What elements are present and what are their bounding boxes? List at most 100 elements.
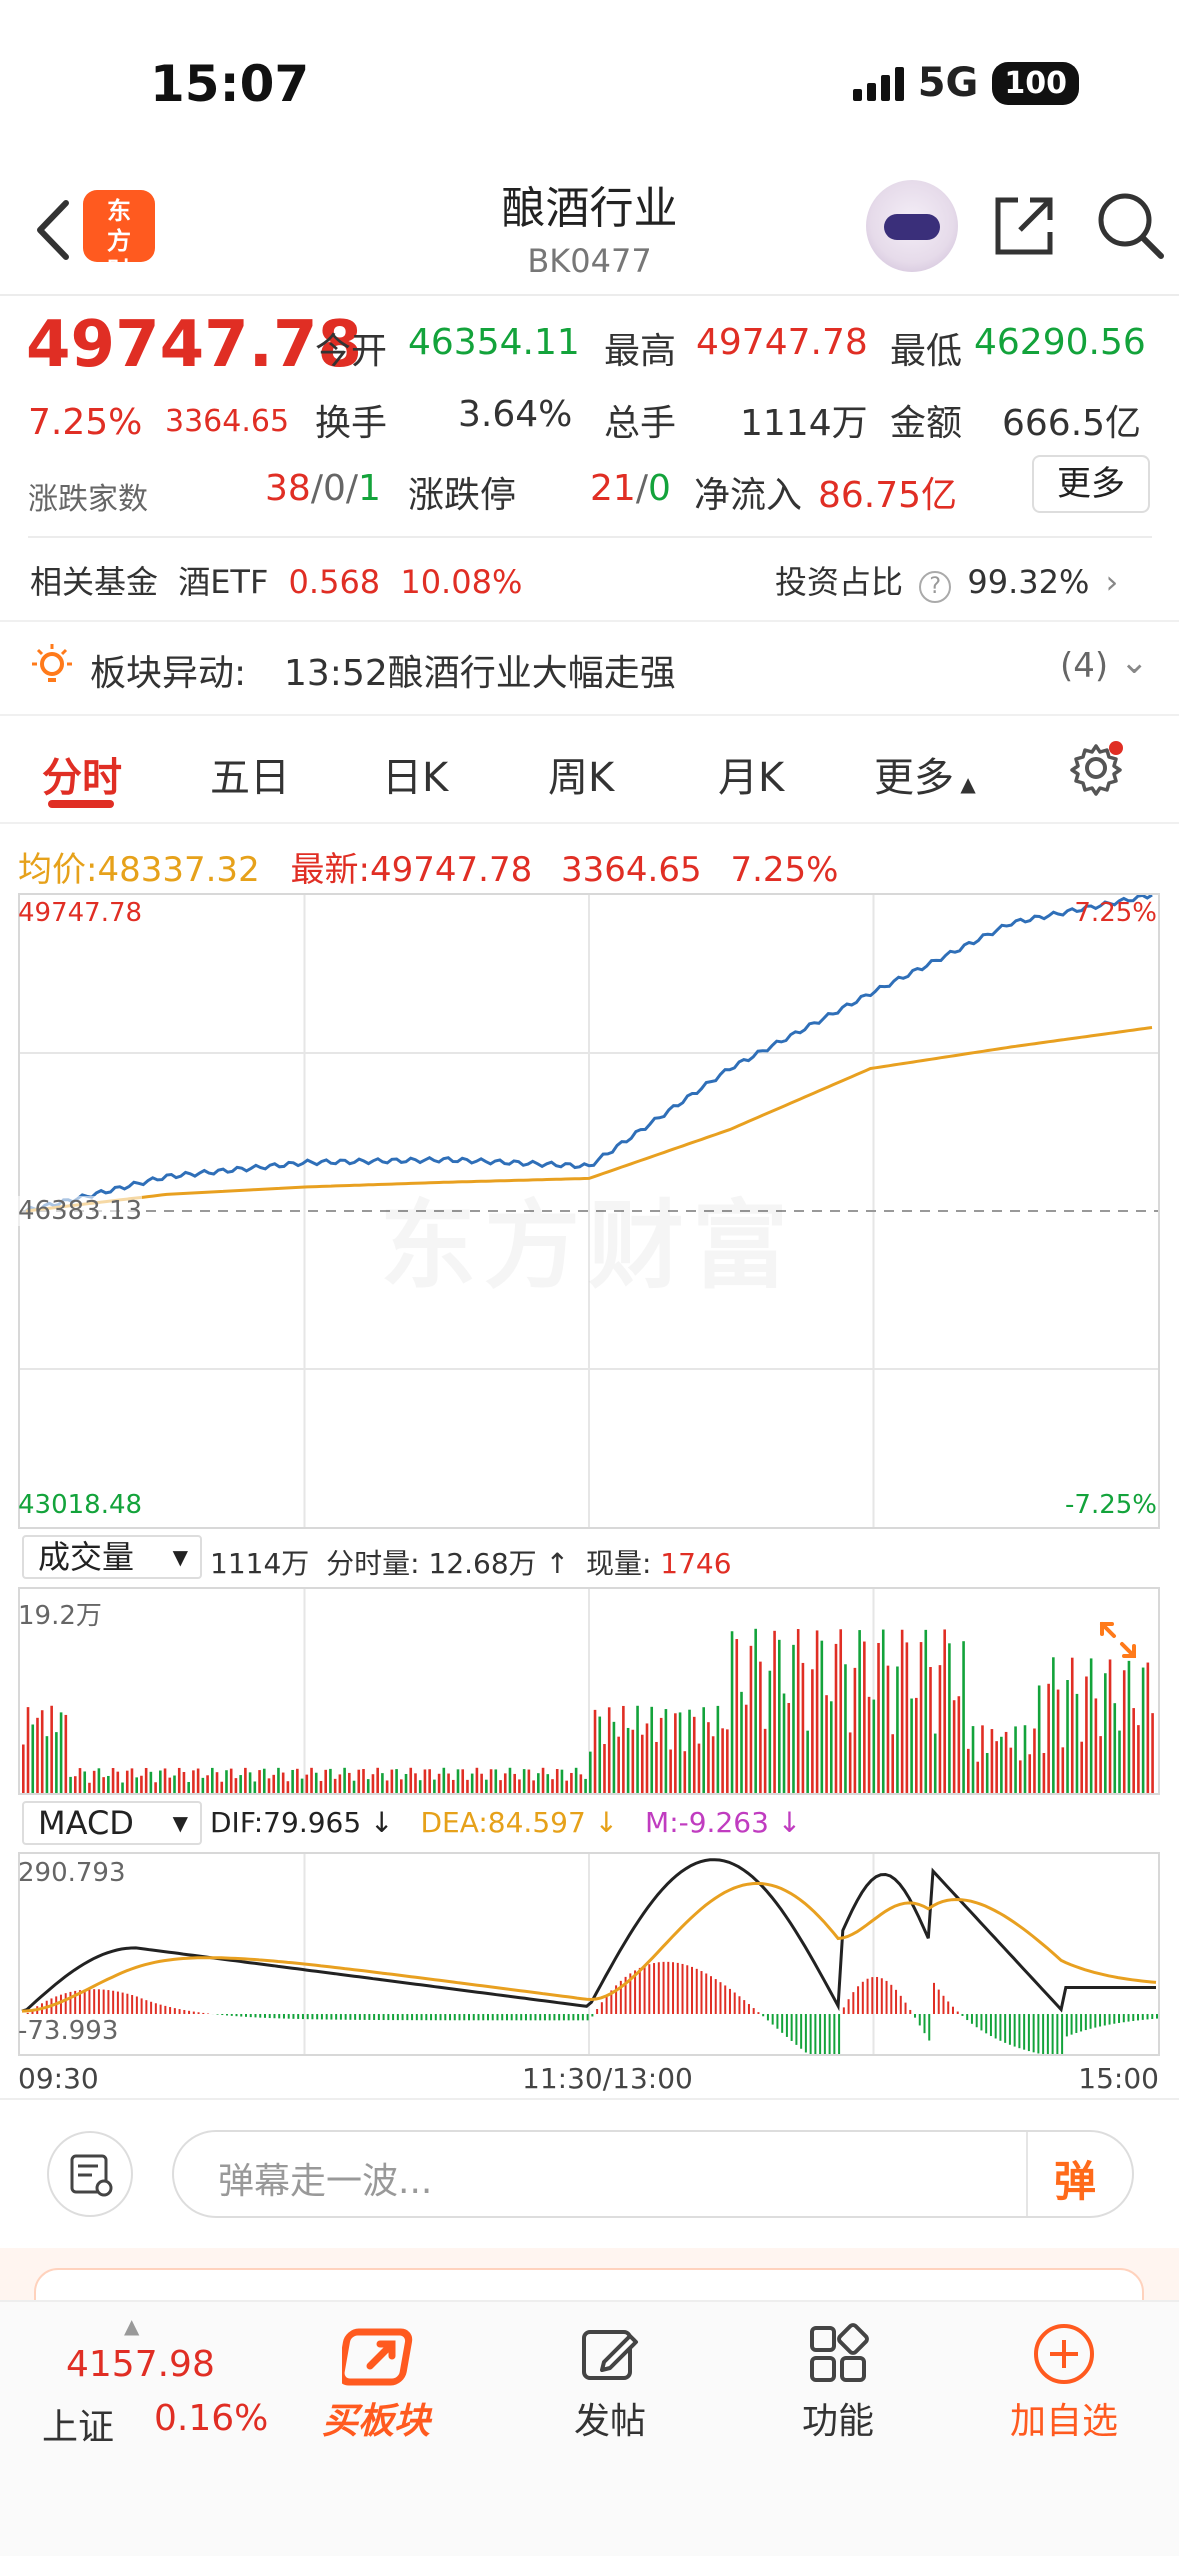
volume-bar [971,1726,975,1793]
macd-bar [387,2014,390,2021]
volume-bar [371,1774,375,1793]
functions-label[interactable]: 功能 [802,2401,875,2442]
volume-bar [801,1662,805,1793]
macd-bar [131,1995,134,2014]
macd-bar [709,1976,712,2014]
macd-bar [956,2011,959,2014]
macd-bar [159,2004,162,2014]
back-icon[interactable] [30,195,90,265]
volume-bar [73,1776,77,1793]
volume-summary: 1114万 分时量: 12.68万 ↑ 现量: 1746 [210,1547,732,1580]
updown-label: 涨跌家数 [28,482,148,517]
macd-chart[interactable] [20,1854,1158,2054]
up-arrow-icon[interactable]: ▲ [124,2314,140,2338]
macd-bar [510,2014,513,2021]
volume-bar [574,1767,578,1793]
indicator-selector-macd[interactable]: MACD ▼ [22,1801,202,1845]
functions-grid-icon[interactable] [806,2322,870,2386]
post-edit-icon[interactable] [578,2322,642,2386]
add-watchlist-label[interactable]: 加自选 [1010,2401,1119,2442]
macd-bar [738,1996,741,2014]
tab-monthly-k[interactable]: 月K [718,755,785,801]
macd-bar [102,1989,105,2014]
macd-bar [297,2014,300,2019]
macd-bar [543,2014,546,2021]
assistant-robot-icon[interactable] [866,180,958,272]
macd-bar [468,2014,471,2021]
macd-bar [524,2014,527,2021]
macd-bar [572,2014,575,2021]
buy-sector-icon[interactable] [342,2322,422,2388]
volume-bar [272,1774,276,1793]
volume-bar [130,1768,134,1793]
volume-bar [792,1644,795,1793]
index-pct[interactable]: 0.16% [154,2398,269,2439]
macd-bar [64,1993,67,2014]
volume-bar [423,1769,427,1793]
volume-bar [782,1693,786,1793]
macd-bar [1137,2014,1140,2021]
macd-bar [923,2014,926,2034]
volume-bar [239,1775,242,1793]
more-button[interactable]: 更多 [1032,455,1150,513]
volume-bar [1099,1736,1102,1793]
volume-chart[interactable] [20,1589,1158,1793]
share-icon[interactable] [990,190,1060,260]
help-icon[interactable]: ? [919,571,952,603]
tab-weekly-k[interactable]: 周K [548,755,615,801]
macd-bar [928,2014,931,2041]
add-watchlist-icon[interactable] [1032,2322,1096,2386]
tab-daily-k[interactable]: 日K [382,755,449,801]
macd-bar [577,2014,580,2021]
post-label[interactable]: 发帖 [574,2401,647,2442]
macd-bar [980,2014,983,2031]
volume-bar [768,1670,772,1793]
macd-chart-frame[interactable] [18,1852,1160,2056]
tab-five-day[interactable]: 五日 [210,755,290,801]
macd-bar [458,2014,461,2021]
macd-bar [121,1992,124,2014]
macd-bar [325,2014,328,2020]
volume-bar [948,1643,951,1793]
macd-bar [482,2014,485,2021]
volume-bar [168,1777,172,1793]
intraday-price-chart[interactable] [20,895,1158,1527]
macd-bar [59,1994,62,2014]
high-value: 49747.78 [696,322,868,363]
volume-bar [674,1713,677,1793]
sector-alert-row[interactable]: 板块异动: 13:52酿酒行业大幅走强 (4) ⌄ [0,620,1179,716]
macd-bar [1156,2014,1158,2019]
macd-bar [287,2014,290,2019]
macd-bar [282,2014,285,2019]
tab-intraday[interactable]: 分时 [42,755,122,801]
buy-sector-label[interactable]: 买板块 [322,2401,431,2442]
danmu-input[interactable]: 弹幕走一波... 弹 [172,2130,1134,2218]
tab-more[interactable]: 更多 ▲ [874,755,976,801]
volume-bar [1137,1725,1140,1793]
volume-bar [485,1779,488,1793]
alert-text: 13:52酿酒行业大幅走强 [284,653,676,694]
macd-bar [74,1990,77,2014]
expand-icon[interactable] [1096,1618,1140,1662]
volume-bar [338,1774,342,1793]
macd-bar [804,2014,807,2053]
macd-bar [1070,2014,1073,2035]
index-value[interactable]: 4157.98 [66,2344,215,2385]
indicator-selector-volume[interactable]: 成交量 ▼ [22,1535,202,1579]
volume-bar [244,1767,247,1793]
macd-bar [449,2014,452,2021]
amount-value: 666.5亿 [1002,403,1142,444]
danmu-toggle-button[interactable]: 弹 [1054,2157,1097,2206]
volume-chart-frame[interactable] [18,1587,1160,1795]
news-list-icon[interactable] [46,2130,134,2218]
macd-bar [363,2014,366,2020]
macd-bar [705,1973,708,2014]
volume-bar [262,1768,266,1793]
volume-bar [749,1645,753,1793]
related-fund-row[interactable]: 相关基金 酒ETF 0.568 10.08% [30,563,523,601]
index-name[interactable]: 上证 [42,2407,115,2448]
search-icon[interactable] [1095,190,1165,260]
investment-ratio[interactable]: 投资占比 ? 99.32% › [775,563,1119,603]
volume-bar [69,1776,72,1793]
settings-gear-icon[interactable] [1068,740,1124,796]
